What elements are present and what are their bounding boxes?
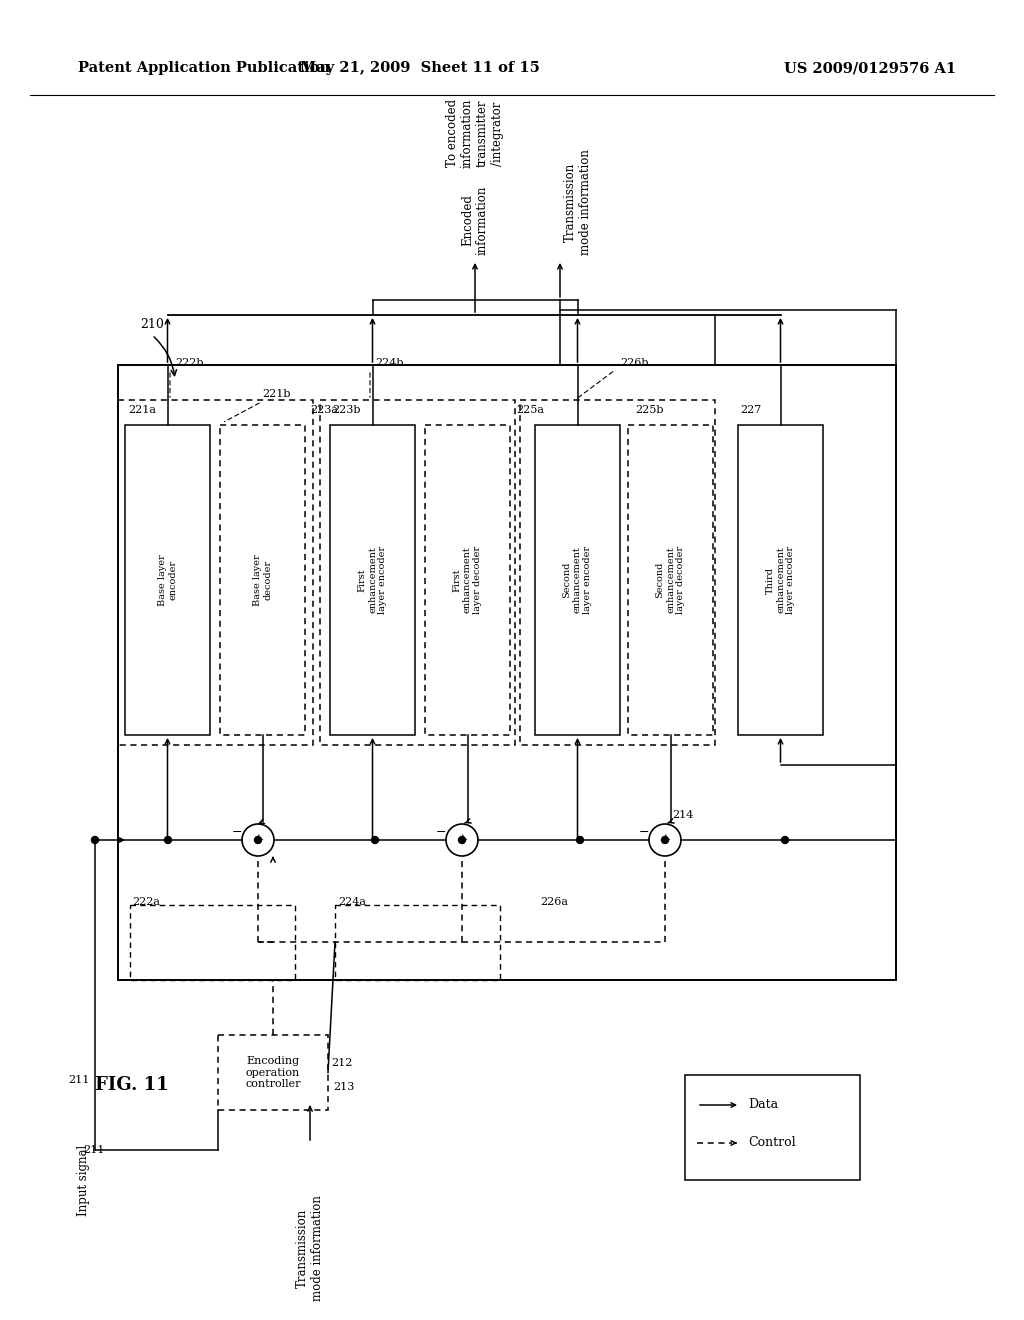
Bar <box>125 425 210 735</box>
Circle shape <box>662 837 669 843</box>
Bar <box>535 425 620 735</box>
Bar <box>738 425 823 735</box>
Text: −: − <box>231 825 243 838</box>
Text: US 2009/0129576 A1: US 2009/0129576 A1 <box>784 61 956 75</box>
Bar <box>118 366 896 979</box>
Text: 212: 212 <box>331 1057 352 1068</box>
Text: Second
enhancement
layer encoder: Second enhancement layer encoder <box>562 546 593 614</box>
Text: 223a: 223a <box>310 405 338 414</box>
Bar <box>520 400 715 744</box>
Text: Control: Control <box>748 1137 796 1150</box>
Text: Base layer
encoder: Base layer encoder <box>158 554 177 606</box>
Text: 225b: 225b <box>635 405 664 414</box>
Text: May 21, 2009  Sheet 11 of 15: May 21, 2009 Sheet 11 of 15 <box>300 61 540 75</box>
Text: 223b: 223b <box>332 405 360 414</box>
Text: −: − <box>639 825 649 838</box>
Text: 224b: 224b <box>375 358 403 368</box>
Text: 226a: 226a <box>540 898 568 907</box>
Text: 227: 227 <box>740 405 761 414</box>
Text: Second
enhancement
layer decoder: Second enhancement layer decoder <box>655 546 685 614</box>
Circle shape <box>459 837 466 843</box>
Text: 213: 213 <box>333 1082 354 1093</box>
Text: Input signal: Input signal <box>77 1144 89 1216</box>
Text: Transmission
mode information: Transmission mode information <box>564 149 592 255</box>
Bar <box>218 1035 328 1110</box>
Text: First
enhancement
layer encoder: First enhancement layer encoder <box>357 546 387 614</box>
Text: Data: Data <box>748 1098 778 1111</box>
Text: +: + <box>456 833 468 847</box>
Text: 221a: 221a <box>128 405 156 414</box>
Text: Encoded
information: Encoded information <box>461 186 489 255</box>
Text: 224a: 224a <box>338 898 366 907</box>
Bar <box>130 906 295 979</box>
Text: Patent Application Publication: Patent Application Publication <box>78 61 330 75</box>
Text: 222a: 222a <box>132 898 160 907</box>
Text: Base layer
decoder: Base layer decoder <box>253 554 272 606</box>
Circle shape <box>372 837 379 843</box>
Text: +: + <box>659 833 671 847</box>
Text: First
enhancement
layer decoder: First enhancement layer decoder <box>453 546 482 614</box>
Text: 221b: 221b <box>224 389 291 421</box>
Text: FIG. 11: FIG. 11 <box>95 1076 169 1094</box>
Text: +: + <box>252 833 264 847</box>
Bar <box>628 425 713 735</box>
Text: 211: 211 <box>83 1144 104 1155</box>
Text: 214: 214 <box>672 810 693 820</box>
Circle shape <box>577 837 584 843</box>
Bar <box>330 425 415 735</box>
Text: 222b: 222b <box>175 358 204 368</box>
Bar <box>685 1074 860 1180</box>
Text: To encoded
information
transmitter
/integrator: To encoded information transmitter /inte… <box>446 99 504 168</box>
Text: 210: 210 <box>140 318 164 331</box>
Bar <box>335 906 500 979</box>
Text: 226b: 226b <box>620 358 648 368</box>
Circle shape <box>165 837 171 843</box>
Circle shape <box>91 837 98 843</box>
Text: Transmission
mode information: Transmission mode information <box>296 1195 324 1302</box>
Bar <box>425 425 510 735</box>
Bar <box>220 425 305 735</box>
Text: Third
enhancement
layer encoder: Third enhancement layer encoder <box>766 546 796 614</box>
Text: 211: 211 <box>69 1074 90 1085</box>
Bar <box>319 400 515 744</box>
Text: Encoding
operation
controller: Encoding operation controller <box>246 1056 301 1089</box>
Circle shape <box>781 837 788 843</box>
Text: −: − <box>436 825 446 838</box>
Text: 225a: 225a <box>516 405 544 414</box>
Circle shape <box>255 837 261 843</box>
Bar <box>118 400 313 744</box>
